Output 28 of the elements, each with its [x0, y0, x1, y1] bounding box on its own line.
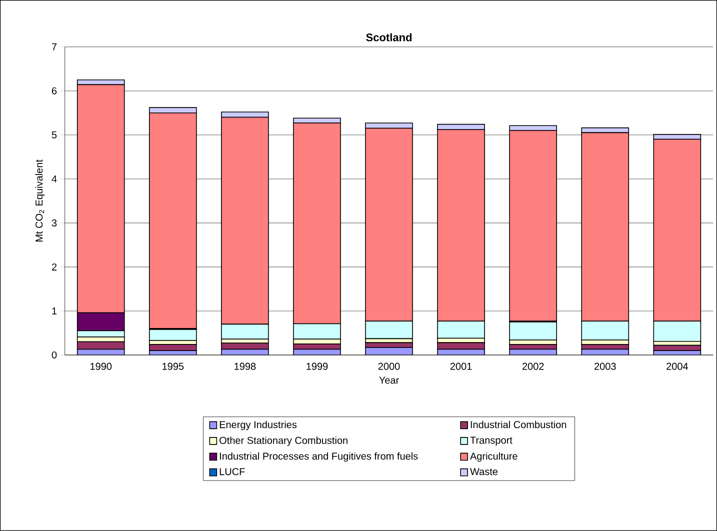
- legend-label: Industrial Combustion: [470, 420, 566, 428]
- legend-label: Waste: [470, 468, 498, 476]
- x-tick-label: 1998: [234, 362, 256, 370]
- legend-label: Transport: [470, 436, 512, 446]
- legend-label: Agriculture: [470, 452, 518, 462]
- x-tick-label: 2004: [666, 362, 688, 370]
- y-tick-label: 2: [52, 264, 57, 270]
- x-tick-label: 2003: [594, 362, 616, 370]
- legend-label: Industrial Processes and Fugitives from fuels: [220, 452, 418, 462]
- y-tick-label: 7: [52, 43, 57, 50]
- legend-label: Other Stationary Combustion: [220, 436, 348, 446]
- x-tick-label: 1995: [162, 362, 184, 370]
- y-tick-label: 4: [52, 176, 57, 182]
- y-tick-label: 6: [52, 87, 57, 94]
- x-tick-label: 2001: [450, 362, 472, 370]
- x-tick-label: 2002: [522, 362, 544, 370]
- legend-label: LUCF: [220, 468, 245, 476]
- x-tick-label: 2000: [378, 362, 400, 370]
- y-tick-label: 3: [52, 219, 57, 227]
- x-tick-label: 1999: [306, 362, 328, 370]
- y-axis-title: Mt CO$_{2}$ Equivalent: [35, 160, 45, 242]
- x-axis-title: Year: [379, 376, 399, 384]
- y-tick-label: 0: [52, 352, 57, 359]
- chart-title: Scotland: [366, 33, 412, 42]
- y-tick-label: 1: [52, 308, 57, 314]
- legend-label: Energy Industries: [220, 420, 297, 430]
- y-tick-label: 5: [52, 131, 57, 138]
- x-tick-label: 1990: [90, 362, 112, 370]
